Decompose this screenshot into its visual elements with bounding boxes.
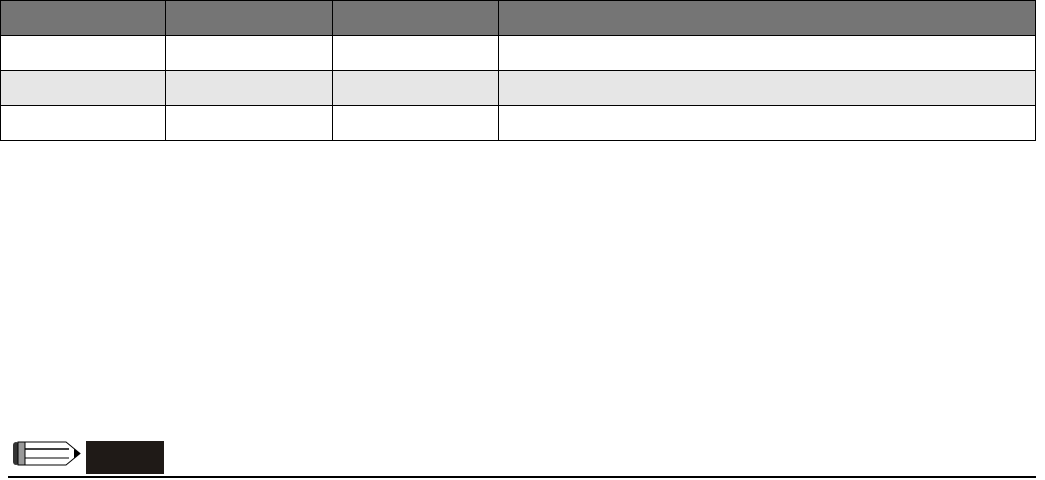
table-row [0,105,1036,141]
table-cell [165,70,333,106]
header-cell [0,0,166,36]
table-cell [332,35,499,71]
table-cell [165,35,333,71]
header-cell [498,0,1036,36]
table-cell [332,105,499,141]
table-row [0,35,1036,71]
table-cell [332,70,499,106]
table-cell [165,105,333,141]
table-cell [0,105,166,141]
table-cell [498,105,1036,141]
header-cell [165,0,333,36]
note-label-box [86,441,164,474]
table-cell [498,70,1036,106]
divider [8,476,1036,478]
data-table [0,0,1036,141]
pencil-icon [13,441,81,466]
table-cell [0,35,166,71]
table-row [0,70,1036,106]
table-cell [498,35,1036,71]
table-cell [0,70,166,106]
header-cell [332,0,499,36]
table-header-row [0,0,1036,36]
